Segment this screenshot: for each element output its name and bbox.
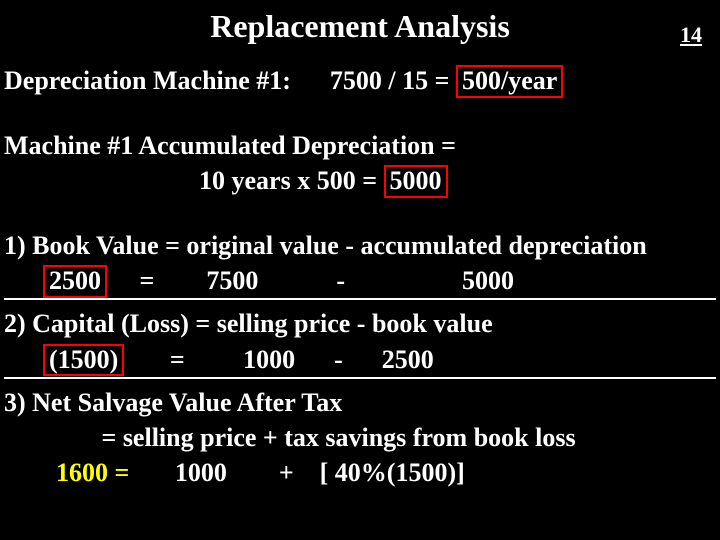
dep-box-value: 500/year [456, 65, 563, 98]
capital-loss-calc: (1500) = 1000 - 2500 [4, 342, 716, 379]
accum-prefix: 10 years x 500 = [199, 166, 384, 195]
nsv-head: 3) Net Salvage Value After Tax [4, 385, 716, 420]
accum-box-value: 5000 [384, 165, 448, 198]
spacer [4, 98, 716, 128]
capital-loss-head: 2) Capital (Loss) = selling price - book… [4, 306, 716, 341]
bv-box-value: 2500 [43, 265, 107, 298]
cap-box-value: (1500) [43, 344, 124, 377]
dep-label: Depreciation Machine #1: [4, 66, 291, 95]
slide-container: 14 Replacement Analysis Depreciation Mac… [0, 0, 720, 540]
bv-eq: = 7500 - 5000 [107, 266, 514, 295]
nsv-calc: 1600 = 1000 + [ 40%(1500)] [4, 455, 716, 490]
accum-label-line: Machine #1 Accumulated Depreciation = [4, 128, 716, 163]
book-value-head: 1) Book Value = original value - accumul… [4, 228, 716, 263]
nsv-rest: 1000 + [ 40%(1500)] [129, 458, 464, 487]
slide-title: Replacement Analysis [4, 8, 716, 45]
page-number: 14 [680, 22, 702, 48]
cap-eq: = 1000 - 2500 [124, 345, 433, 374]
depreciation-line: Depreciation Machine #1: 7500 / 15 = 500… [4, 63, 716, 98]
spacer [4, 198, 716, 228]
accum-calc-line: 10 years x 500 = 5000 [4, 163, 716, 198]
dep-prefix: 7500 / 15 = [330, 66, 456, 95]
nsv-sub: = selling price + tax savings from book … [4, 420, 716, 455]
book-value-calc: 2500 = 7500 - 5000 [4, 263, 716, 300]
nsv-result: 1600 = [56, 458, 129, 487]
